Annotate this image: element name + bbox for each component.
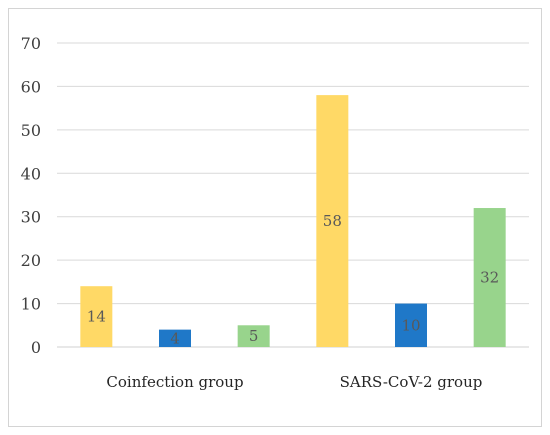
chart-frame: 0 10 20 30 40 50 60 70 14 4 5 Coinfection group 58 10… [8,8,542,427]
x-category-label: SARS-CoV-2 group [340,373,483,391]
bar [316,95,349,347]
data-label: 14 [87,308,106,326]
data-label: 4 [170,329,180,347]
bar [473,208,506,347]
data-label: 5 [249,327,259,345]
data-label: 32 [480,269,499,287]
y-tick-label: 60 [21,77,41,96]
bar [80,286,113,347]
y-tick-label: 30 [21,208,41,227]
y-tick-label: 50 [21,121,41,140]
data-label: 58 [323,212,342,230]
data-label: 10 [401,316,420,334]
bar [237,325,270,347]
y-tick-label: 0 [31,338,41,357]
y-tick-label: 20 [21,251,41,270]
bar [159,329,191,347]
y-tick-label: 40 [21,164,41,183]
x-category-label: Coinfection group [106,373,243,391]
bar [395,303,427,347]
y-tick-label: 70 [21,34,41,53]
bar-chart: 0 10 20 30 40 50 60 70 14 4 5 Coinfection group 58 10… [21,34,529,391]
y-tick-label: 10 [21,295,41,314]
